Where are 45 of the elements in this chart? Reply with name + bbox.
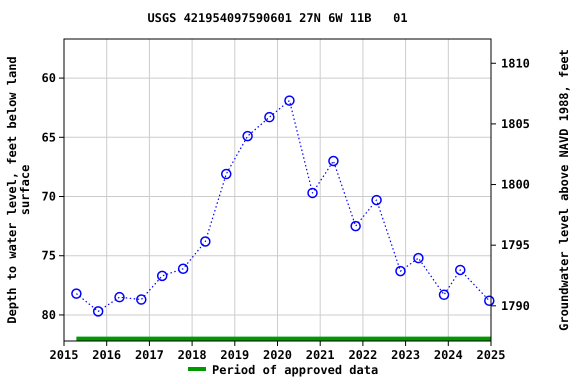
point	[71, 288, 82, 299]
point	[221, 168, 232, 180]
y-tick-label: 75	[42, 248, 56, 263]
legend-label: Period of approved data	[212, 363, 378, 377]
x-tick-label: 2020	[263, 348, 292, 362]
x-tick-label: 2021	[306, 348, 335, 362]
x-tick-label: 2018	[178, 348, 207, 362]
point	[114, 292, 125, 302]
point	[413, 252, 424, 264]
x-tick-label: 2017	[134, 348, 164, 362]
y-tick-label: 60	[42, 71, 56, 86]
point	[284, 95, 295, 106]
x-tick-label: 2023	[391, 348, 420, 362]
point	[178, 264, 188, 274]
point	[242, 130, 253, 142]
y-tick-label: 70	[42, 190, 56, 204]
point	[136, 294, 147, 305]
y-tick-label: 80	[42, 308, 56, 322]
point	[395, 266, 406, 276]
x-tick-label: 2019	[220, 348, 250, 362]
y-tick-label: 65	[42, 130, 56, 144]
point	[328, 156, 339, 166]
y2-tick-label: 1810	[501, 56, 530, 70]
x-tick-label: 2022	[348, 348, 378, 362]
point	[156, 270, 168, 282]
point	[484, 295, 495, 306]
point	[350, 220, 361, 232]
point	[307, 188, 318, 198]
y-axis-title: Depth to water level, feet below land surface	[5, 56, 32, 324]
point	[264, 112, 275, 122]
point	[92, 306, 104, 317]
chart-title: USGS 421954097590601 27N 6W 11B 01	[147, 11, 408, 25]
y2-tick-label: 1800	[501, 178, 530, 192]
x-tick-label: 2015	[50, 348, 78, 362]
x-tick-label: 2024	[434, 348, 463, 362]
point	[371, 194, 382, 206]
y2-tick-label: 1805	[501, 116, 530, 131]
point	[438, 290, 450, 300]
x-tick-label: 2025	[476, 348, 506, 362]
y2-axis-title: Groundwater level above NAVD 1988, feet	[557, 49, 571, 331]
point	[455, 264, 466, 276]
point	[200, 236, 211, 247]
x-tick-label: 2016	[92, 348, 122, 362]
y2-tick-label: 1795	[501, 238, 530, 252]
y2-tick-label: 1790	[501, 298, 530, 313]
